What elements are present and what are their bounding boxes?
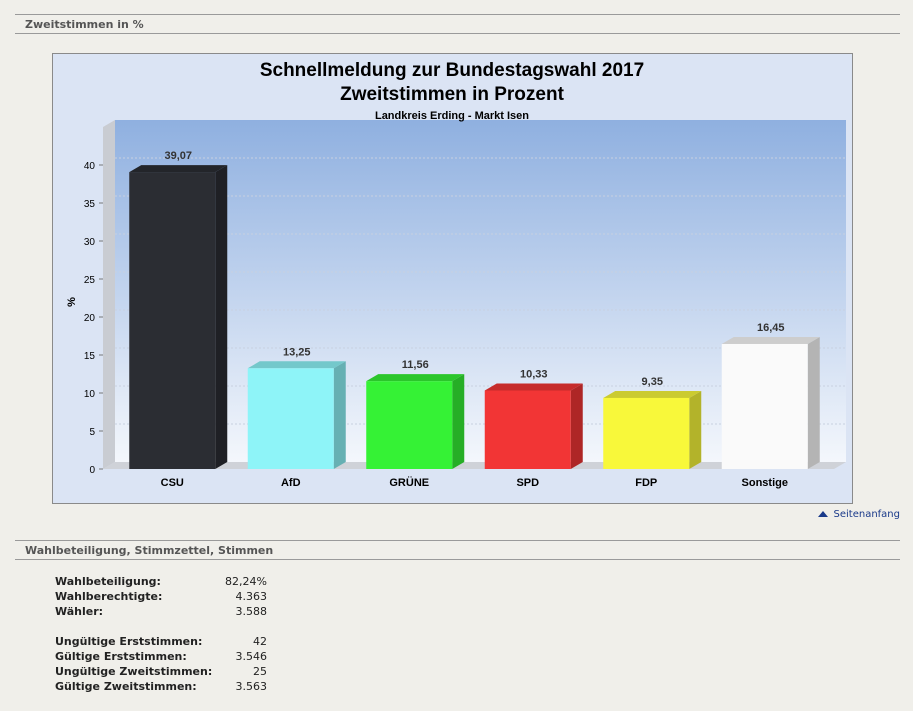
stats-value: 25 <box>253 665 267 678</box>
stats-label: Wahlbeteiligung: <box>55 575 161 588</box>
bar-side <box>333 361 346 469</box>
y-tick-label: 15 <box>84 351 96 362</box>
chart-title: Schnellmeldung zur Bundestagswahl 2017 <box>260 60 644 81</box>
bar-value-label: 16,45 <box>757 322 785 334</box>
bar-front <box>484 390 571 469</box>
bar-front <box>721 343 808 469</box>
bar-top <box>484 383 583 391</box>
x-tick-label: SPD <box>516 477 539 489</box>
bar-side <box>452 374 465 469</box>
bar-side <box>689 390 702 469</box>
y-tick-label: 30 <box>84 237 96 248</box>
stats-row: Wahlberechtigte: 4.363 <box>55 589 267 604</box>
bar-top <box>129 165 228 173</box>
stats-table: Wahlbeteiligung: 82,24% Wahlberechtigte: 4.… <box>55 574 267 694</box>
bar-spd: 10,33 SPD <box>484 368 583 489</box>
stats-row: Ungültige Zweitstimmen: 25 <box>55 664 267 679</box>
x-tick-label: AfD <box>281 477 301 489</box>
bar-afd: 13,25 AfD <box>247 346 346 489</box>
section-title: Wahlbeteiligung, Stimmzettel, Stimmen <box>25 544 274 557</box>
bar-value-label: 9,35 <box>642 376 663 388</box>
x-tick-label: FDP <box>635 477 657 489</box>
stats-value: 42 <box>253 635 267 648</box>
stats-label: Ungültige Zweitstimmen: <box>55 665 213 678</box>
stats-label: Wähler: <box>55 605 104 618</box>
back-to-top-link[interactable]: Seitenanfang <box>817 509 901 520</box>
x-tick-label: CSU <box>161 477 184 489</box>
stats-row: Wähler: 3.588 <box>55 604 267 619</box>
bar-top <box>721 336 820 344</box>
section-header-zweitstimmen: Zweitstimmen in % <box>15 14 900 34</box>
bar-chart: 0 5 10 15 20 25 30 35 40 39,07 CSU 13,25 AfD 11,56 GR… <box>52 53 853 504</box>
stats-label: Gültige Zweitstimmen: <box>55 680 197 693</box>
chart-svg: 0 5 10 15 20 25 30 35 40 39,07 CSU 13,25 AfD 11,56 GR… <box>66 60 846 489</box>
bar-front <box>603 397 690 469</box>
y-tick-label: 5 <box>89 427 95 438</box>
chart-subtitle: Zweitstimmen in Prozent <box>340 84 564 105</box>
stats-value: 3.563 <box>235 680 268 693</box>
bar-csu: 39,07 CSU <box>129 150 228 489</box>
stats-spacer <box>55 619 267 634</box>
stats-label: Ungültige Erststimmen: <box>55 635 203 648</box>
bar-value-label: 13,25 <box>283 346 311 358</box>
chart-subtitle-region: Landkreis Erding - Markt Isen <box>375 110 529 122</box>
bar-top <box>247 361 346 369</box>
stats-row: Gültige Zweitstimmen: 3.563 <box>55 679 267 694</box>
stats-value: 3.546 <box>235 650 268 663</box>
bar-front <box>247 368 334 469</box>
back-to-top-label: Seitenanfang <box>833 509 901 520</box>
bar-side <box>807 336 820 469</box>
plot-side-wall <box>103 120 115 469</box>
x-tick-label: Sonstige <box>742 477 788 489</box>
y-tick-label: 10 <box>84 389 96 400</box>
y-tick-label: 20 <box>84 313 96 324</box>
stats-value: 4.363 <box>235 590 268 603</box>
bar-sonstige: 16,45 Sonstige <box>721 322 820 489</box>
bar-top <box>366 374 465 382</box>
x-tick-label: GRÜNE <box>389 476 429 489</box>
bar-value-label: 10,33 <box>520 368 548 380</box>
bar-side <box>570 383 583 469</box>
section-title: Zweitstimmen in % <box>25 18 144 31</box>
y-tick-label: 0 <box>89 465 95 476</box>
y-tick-label: 35 <box>84 199 96 210</box>
stats-row: Gültige Erststimmen: 3.546 <box>55 649 267 664</box>
stats-value: 3.588 <box>235 605 268 618</box>
bar-side <box>215 165 228 469</box>
stats-value: 82,24% <box>225 575 267 588</box>
y-tick-label: 40 <box>84 161 96 172</box>
y-tick-label: 25 <box>84 275 96 286</box>
stats-label: Gültige Erststimmen: <box>55 650 187 663</box>
bar-front <box>129 172 216 469</box>
bar-top <box>603 390 702 398</box>
y-axis-label: % <box>66 297 78 307</box>
bar-value-label: 39,07 <box>164 150 192 162</box>
bar-fdp: 9,35 FDP <box>603 376 702 489</box>
bar-front <box>366 381 453 469</box>
bar-grüne: 11,56 GRÜNE <box>366 359 465 489</box>
section-header-wahlbeteiligung: Wahlbeteiligung, Stimmzettel, Stimmen <box>15 540 900 560</box>
bar-value-label: 11,56 <box>402 359 429 371</box>
arrow-up-icon <box>817 510 828 517</box>
stats-row: Wahlbeteiligung: 82,24% <box>55 574 267 589</box>
stats-label: Wahlberechtigte: <box>55 590 163 603</box>
stats-row: Ungültige Erststimmen: 42 <box>55 634 267 649</box>
